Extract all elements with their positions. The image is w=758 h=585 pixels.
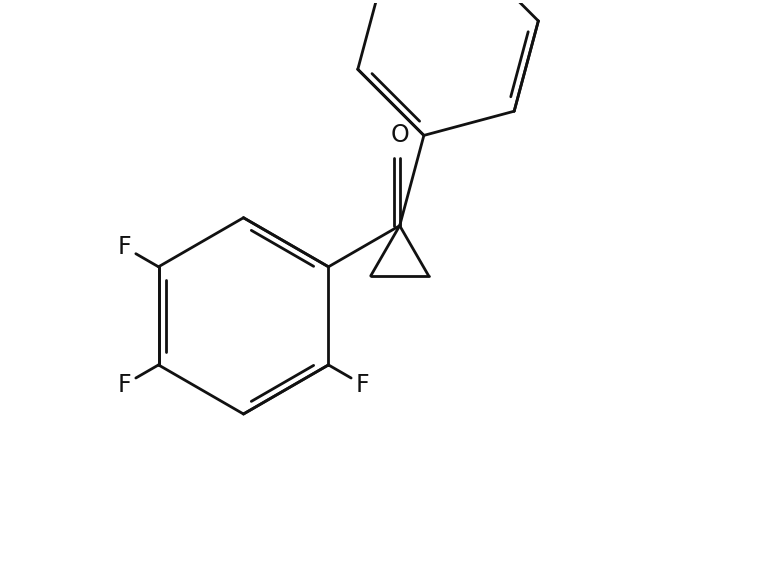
Text: F: F — [356, 373, 369, 397]
Text: F: F — [117, 235, 131, 259]
Text: O: O — [390, 123, 409, 147]
Text: F: F — [117, 373, 131, 397]
